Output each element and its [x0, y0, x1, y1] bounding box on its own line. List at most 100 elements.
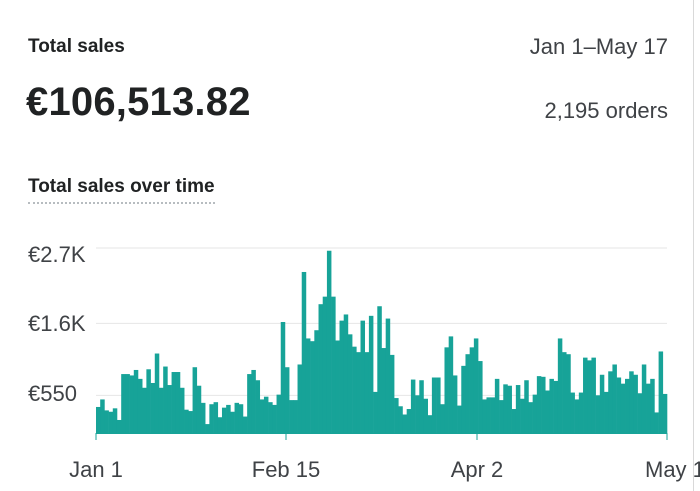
sales-bar[interactable] — [398, 406, 403, 433]
sales-bar[interactable] — [578, 392, 584, 433]
sales-bar[interactable] — [188, 411, 193, 433]
sales-bar[interactable] — [650, 378, 655, 433]
sales-bar[interactable] — [200, 402, 206, 433]
sales-bar[interactable] — [167, 385, 172, 433]
sales-bar[interactable] — [620, 383, 626, 433]
chart-title[interactable]: Total sales over time — [28, 176, 215, 204]
sales-bar[interactable] — [251, 369, 256, 433]
sales-bar[interactable] — [221, 407, 227, 433]
sales-bar[interactable] — [507, 385, 512, 433]
sales-bar[interactable] — [230, 411, 235, 433]
sales-bar[interactable] — [121, 374, 126, 433]
sales-bar[interactable] — [536, 376, 542, 433]
sales-bar[interactable] — [322, 296, 328, 433]
sales-bar[interactable] — [108, 411, 114, 433]
sales-bar[interactable] — [238, 404, 244, 433]
sales-bar[interactable] — [482, 399, 487, 433]
sales-bar[interactable] — [339, 320, 345, 433]
sales-bar[interactable] — [574, 399, 580, 433]
sales-bar[interactable] — [499, 400, 504, 433]
sales-bar[interactable] — [465, 354, 470, 433]
sales-bar[interactable] — [616, 377, 622, 434]
sales-bar[interactable] — [377, 306, 382, 433]
sales-bar[interactable] — [553, 380, 559, 433]
sales-bar[interactable] — [331, 296, 336, 433]
sales-bar[interactable] — [301, 271, 307, 433]
sales-bar[interactable] — [364, 352, 370, 433]
sales-bar[interactable] — [255, 380, 261, 433]
sales-bar[interactable] — [205, 424, 210, 433]
sales-bar[interactable] — [209, 404, 214, 433]
sales-bar[interactable] — [129, 375, 135, 433]
sales-bar[interactable] — [226, 404, 231, 433]
sales-bar[interactable] — [473, 338, 479, 433]
sales-bar[interactable] — [293, 400, 298, 433]
sales-bar[interactable] — [612, 364, 617, 433]
sales-bar[interactable] — [326, 250, 332, 433]
sales-bar[interactable] — [532, 394, 538, 433]
sales-bar[interactable] — [520, 398, 525, 433]
date-range[interactable]: Jan 1–May 17 — [529, 34, 668, 59]
sales-bar[interactable] — [549, 378, 554, 433]
sales-bar[interactable] — [410, 379, 416, 433]
sales-bar[interactable] — [133, 369, 139, 433]
sales-bar[interactable] — [524, 380, 529, 433]
sales-bar[interactable] — [423, 398, 428, 433]
sales-bar[interactable] — [192, 367, 198, 433]
sales-bar[interactable] — [436, 377, 441, 434]
sales-bar[interactable] — [452, 375, 458, 433]
sales-bar[interactable] — [381, 348, 387, 433]
sales-bar[interactable] — [562, 352, 567, 433]
sales-bar[interactable] — [599, 374, 605, 433]
sales-bar[interactable] — [154, 353, 160, 433]
sales-bar[interactable] — [213, 402, 219, 433]
sales-bar[interactable] — [654, 412, 659, 433]
sales-bar[interactable] — [96, 406, 101, 433]
sales-bar[interactable] — [608, 371, 613, 433]
sales-bar[interactable] — [545, 390, 550, 433]
sales-bar[interactable] — [100, 399, 105, 433]
sales-bar[interactable] — [658, 351, 664, 433]
sales-bar[interactable] — [234, 402, 240, 433]
sales-bar[interactable] — [494, 378, 500, 433]
sales-bar[interactable] — [566, 354, 571, 433]
sales-bar[interactable] — [591, 357, 596, 433]
sales-bar[interactable] — [142, 387, 147, 433]
sales-bar[interactable] — [137, 378, 143, 433]
sales-bar[interactable] — [478, 361, 483, 433]
sales-bar[interactable] — [268, 402, 273, 433]
sales-bar[interactable] — [163, 366, 168, 433]
sales-bar[interactable] — [461, 365, 466, 433]
sales-bar[interactable] — [570, 392, 575, 433]
sales-bar[interactable] — [263, 396, 269, 433]
sales-bar[interactable] — [448, 336, 454, 433]
sales-bar[interactable] — [158, 387, 164, 433]
sales-bar[interactable] — [625, 378, 630, 433]
sales-bar[interactable] — [646, 383, 651, 433]
sales-bar[interactable] — [595, 395, 601, 433]
sales-bar[interactable] — [402, 414, 407, 434]
sales-bar[interactable] — [629, 371, 634, 433]
sales-bar[interactable] — [457, 405, 462, 433]
sales-bar[interactable] — [444, 347, 449, 433]
sales-bar[interactable] — [406, 409, 412, 433]
sales-bar[interactable] — [150, 382, 156, 433]
sales-bar[interactable] — [469, 347, 475, 433]
sales-bar[interactable] — [305, 338, 311, 433]
sales-bar[interactable] — [486, 397, 491, 433]
sales-bar[interactable] — [633, 374, 638, 433]
sales-bar[interactable] — [385, 318, 391, 433]
sales-bar[interactable] — [116, 419, 122, 433]
sales-bar[interactable] — [637, 393, 643, 433]
sales-bar[interactable] — [515, 385, 521, 433]
sales-bar[interactable] — [431, 377, 437, 434]
sales-bar[interactable] — [440, 404, 445, 433]
sales-bar[interactable] — [583, 357, 588, 433]
sales-bar[interactable] — [314, 330, 319, 433]
sales-bar[interactable] — [352, 346, 357, 433]
sales-bar[interactable] — [259, 399, 265, 433]
sales-bar[interactable] — [343, 314, 349, 433]
sales-bar[interactable] — [490, 397, 496, 433]
sales-bar[interactable] — [112, 408, 118, 433]
sales-bar[interactable] — [125, 374, 130, 433]
